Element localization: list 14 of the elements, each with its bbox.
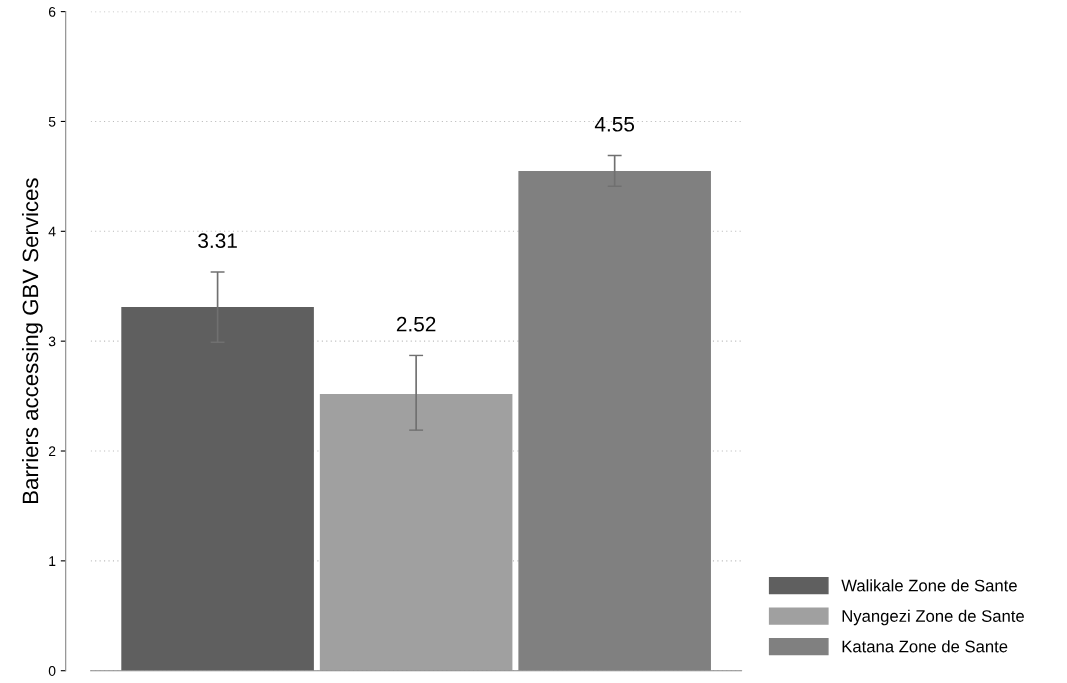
y-tick-label: 4 xyxy=(48,226,56,237)
y-tick-label: 3 xyxy=(48,336,56,347)
data-label: 2.52 xyxy=(396,316,436,332)
legend-label: Nyangezi Zone de Sante xyxy=(842,609,1024,626)
legend-label: Katana Zone de Sante xyxy=(842,640,1008,653)
data-label: 3.31 xyxy=(198,233,237,249)
y-tick-label: 6 xyxy=(48,6,56,17)
y-tick-label: 0 xyxy=(48,666,56,676)
y-tick-label: 2 xyxy=(48,446,56,457)
y-tick-label: 5 xyxy=(48,116,56,127)
y-axis-title: Barriers accessing GBV Services xyxy=(21,178,43,503)
y-tick-label: 1 xyxy=(49,556,56,566)
data-label: 4.55 xyxy=(594,117,635,132)
legend-label: Walikale Zone de Sante xyxy=(841,579,1017,592)
